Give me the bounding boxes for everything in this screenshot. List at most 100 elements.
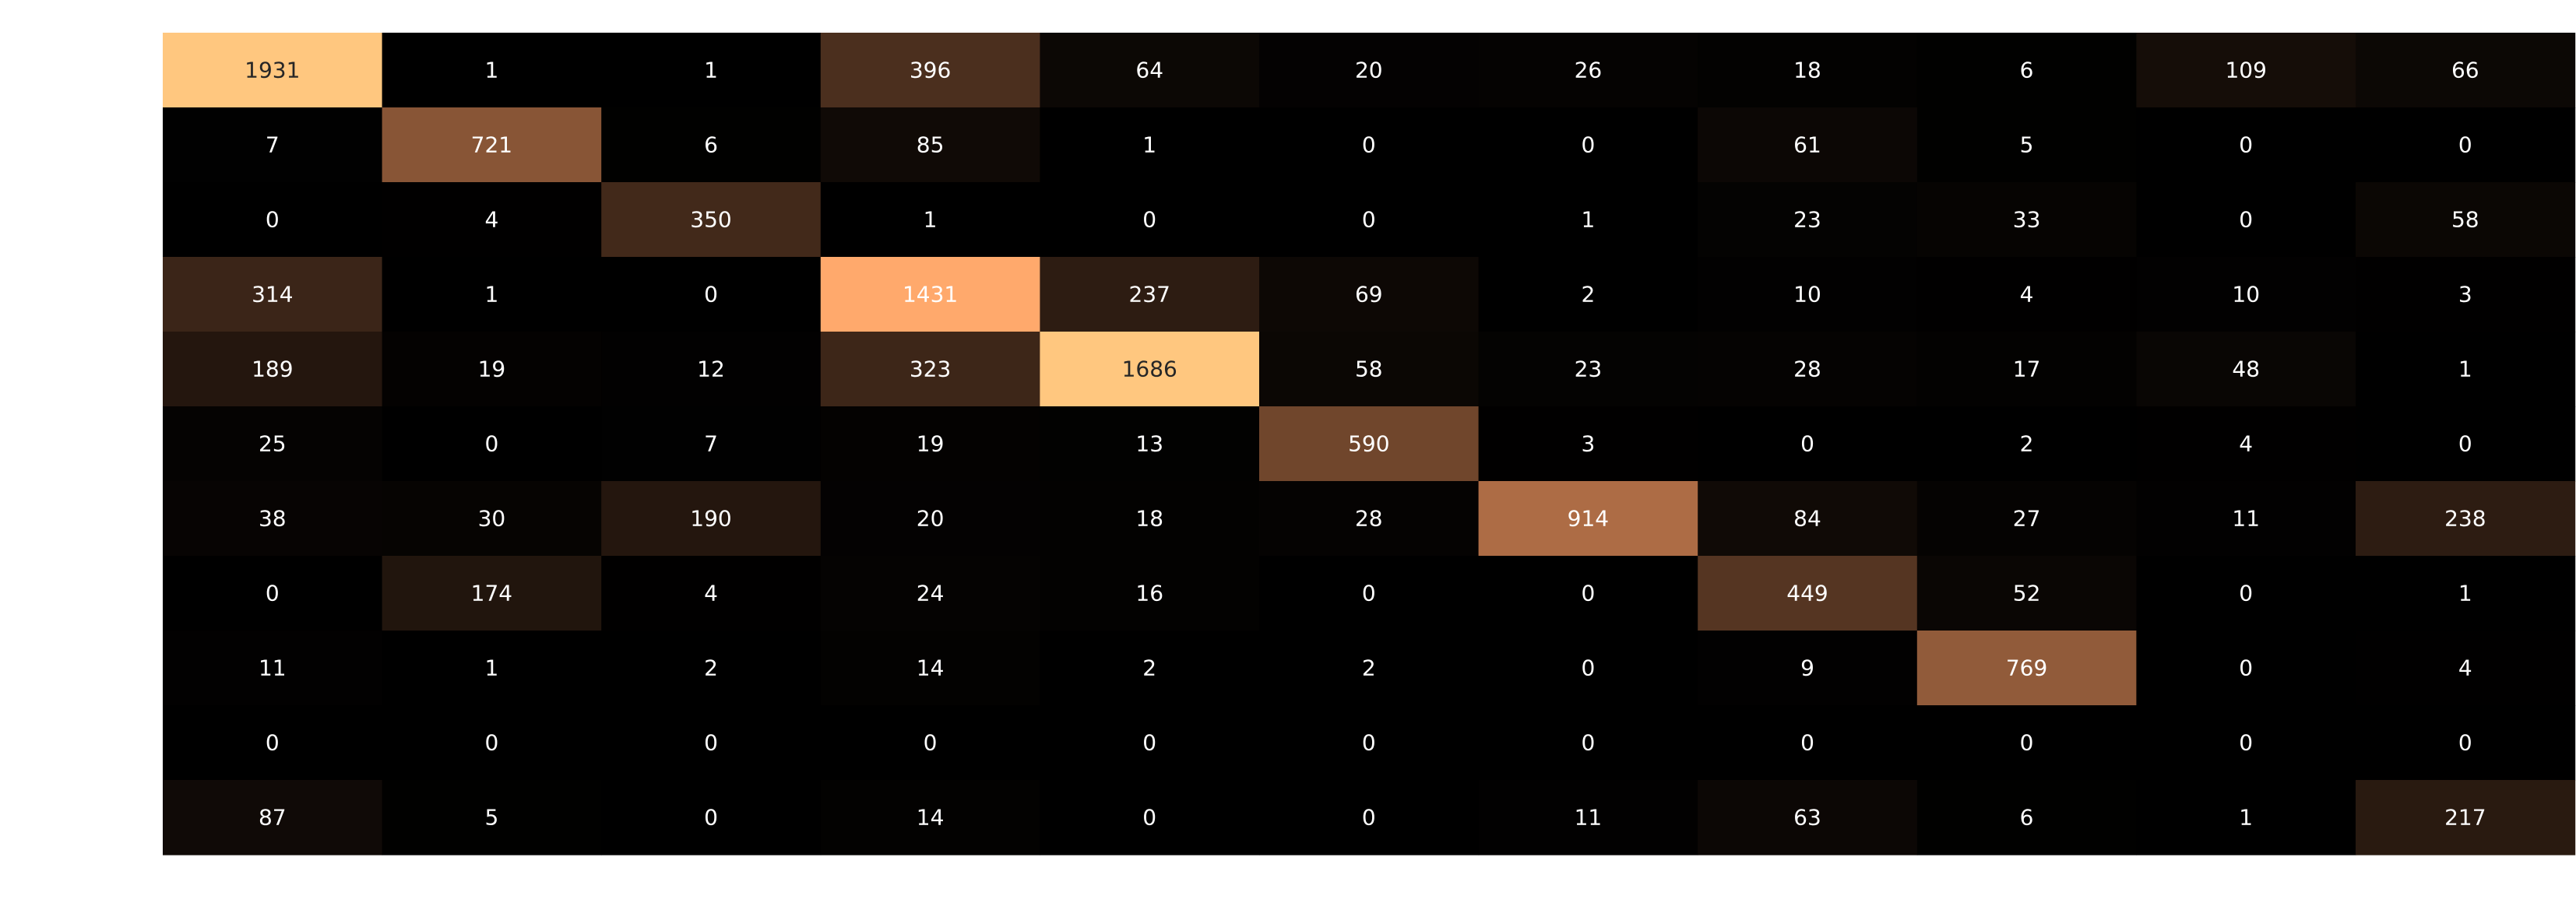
heatmap-value-r1-c7: 61 [1793,132,1821,158]
heatmap-value-r6-c10: 238 [2444,506,2486,532]
heatmap-value-r1-c2: 6 [704,132,718,158]
heatmap-cell-r4-c7 [1698,332,1918,407]
heatmap-value-r8-c0: 11 [259,655,287,681]
heatmap-cell-r4-c4 [1040,332,1260,407]
heatmap-cell-r9-c3 [820,705,1040,781]
heatmap-value-r9-c4: 0 [1142,730,1156,756]
heatmap-value-r8-c8: 769 [2006,655,2047,681]
heatmap-value-r4-c3: 323 [910,357,951,382]
heatmap-cell-r8-c5 [1259,631,1480,706]
heatmap-value-r2-c4: 0 [1142,207,1156,233]
heatmap-value-r6-c0: 38 [259,506,287,532]
heatmap-cell-r3-c6 [1478,257,1698,332]
heatmap-cell-r8-c3 [820,631,1040,706]
heatmap-cell-r2-c0 [163,182,383,258]
heatmap-value-r4-c7: 28 [1793,357,1821,382]
heatmap-value-r9-c2: 0 [704,730,718,756]
heatmap-cell-r0-c9 [2136,33,2356,108]
heatmap-cell-r9-c2 [601,705,822,781]
heatmap-value-r5-c1: 0 [484,431,498,457]
heatmap-cell-r7-c8 [1916,556,2137,631]
heatmap-value-r5-c2: 7 [704,431,718,457]
heatmap-cell-r9-c10 [2356,705,2576,781]
heatmap-value-r0-c6: 26 [1575,58,1603,83]
heatmap-cell-r1-c5 [1259,107,1480,183]
heatmap-cell-r6-c8 [1916,481,2137,557]
heatmap-value-r1-c8: 5 [2020,132,2034,158]
heatmap-cell-r5-c5 [1259,406,1480,482]
heatmap-cell-r2-c7 [1698,182,1918,258]
heatmap-value-r3-c1: 1 [484,282,498,307]
heatmap-cell-r6-c2 [601,481,822,557]
heatmap-cell-r7-c6 [1478,556,1698,631]
heatmap-value-r9-c0: 0 [266,730,280,756]
heatmap-value-r2-c5: 0 [1362,207,1376,233]
heatmap-value-r7-c4: 16 [1135,581,1163,606]
heatmap-value-r7-c10: 1 [2458,581,2472,606]
heatmap-cell-r1-c6 [1478,107,1698,183]
heatmap-value-r8-c6: 0 [1581,655,1595,681]
heatmap-cell-r6-c0 [163,481,383,557]
heatmap-cell-r3-c2 [601,257,822,332]
heatmap-cell-r7-c7 [1698,556,1918,631]
heatmap-value-r0-c1: 1 [484,58,498,83]
heatmap-value-r5-c8: 2 [2020,431,2034,457]
heatmap-cell-r10-c5 [1259,780,1480,855]
heatmap-cell-r9-c4 [1040,705,1260,781]
heatmap-cell-r2-c1 [382,182,602,258]
heatmap-cell-r2-c4 [1040,182,1260,258]
heatmap-value-r0-c10: 66 [2451,58,2479,83]
heatmap-cell-r3-c7 [1698,257,1918,332]
heatmap-value-r0-c9: 109 [2225,58,2266,83]
heatmap-cell-r1-c8 [1916,107,2137,183]
heatmap-cell-r9-c0 [163,705,383,781]
heatmap-cell-r8-c6 [1478,631,1698,706]
heatmap-cell-r9-c8 [1916,705,2137,781]
heatmap-value-r3-c6: 2 [1581,282,1595,307]
heatmap-value-r2-c8: 33 [2013,207,2041,233]
heatmap-value-r8-c9: 0 [2239,655,2253,681]
heatmap-value-r4-c0: 189 [252,357,293,382]
heatmap-value-r1-c9: 0 [2239,132,2253,158]
heatmap-value-r5-c6: 3 [1581,431,1595,457]
heatmap-value-r9-c9: 0 [2239,730,2253,756]
heatmap-value-r10-c10: 217 [2444,805,2486,831]
heatmap-value-r10-c5: 0 [1362,805,1376,831]
heatmap-cell-r7-c4 [1040,556,1260,631]
heatmap-value-r2-c9: 0 [2239,207,2253,233]
heatmap-cell-r3-c0 [163,257,383,332]
heatmap-value-r2-c3: 1 [924,207,938,233]
heatmap-value-r9-c5: 0 [1362,730,1376,756]
heatmap-value-r10-c4: 0 [1142,805,1156,831]
heatmap-cell-r6-c5 [1259,481,1480,557]
heatmap-cell-r5-c2 [601,406,822,482]
heatmap-cell-r4-c1 [382,332,602,407]
heatmap-value-r10-c8: 6 [2020,805,2034,831]
heatmap-cell-r5-c6 [1478,406,1698,482]
heatmap-value-r2-c7: 23 [1793,207,1821,233]
heatmap-value-r10-c7: 63 [1793,805,1821,831]
heatmap-cell-r6-c4 [1040,481,1260,557]
heatmap-cell-r8-c1 [382,631,602,706]
heatmap-cell-r6-c3 [820,481,1040,557]
heatmap-value-r4-c2: 12 [697,357,725,382]
heatmap-value-r6-c6: 914 [1568,506,1609,532]
heatmap-cell-r9-c9 [2136,705,2356,781]
heatmap-value-r8-c2: 2 [704,655,718,681]
heatmap-value-r3-c7: 10 [1793,282,1821,307]
heatmap-cell-r10-c0 [163,780,383,855]
heatmap-cell-r0-c0 [163,33,383,108]
heatmap-value-r5-c0: 25 [259,431,287,457]
heatmap-value-r2-c0: 0 [266,207,280,233]
heatmap-value-r6-c4: 18 [1135,506,1163,532]
heatmap-value-r7-c0: 0 [266,581,280,606]
heatmap-cell-r2-c10 [2356,182,2576,258]
heatmap-value-r2-c6: 1 [1581,207,1595,233]
heatmap-cell-r2-c9 [2136,182,2356,258]
heatmap-cell-r0-c5 [1259,33,1480,108]
heatmap-value-r1-c1: 721 [471,132,512,158]
heatmap-cell-r0-c4 [1040,33,1260,108]
heatmap-value-r0-c8: 6 [2020,58,2034,83]
heatmap-cell-r3-c4 [1040,257,1260,332]
